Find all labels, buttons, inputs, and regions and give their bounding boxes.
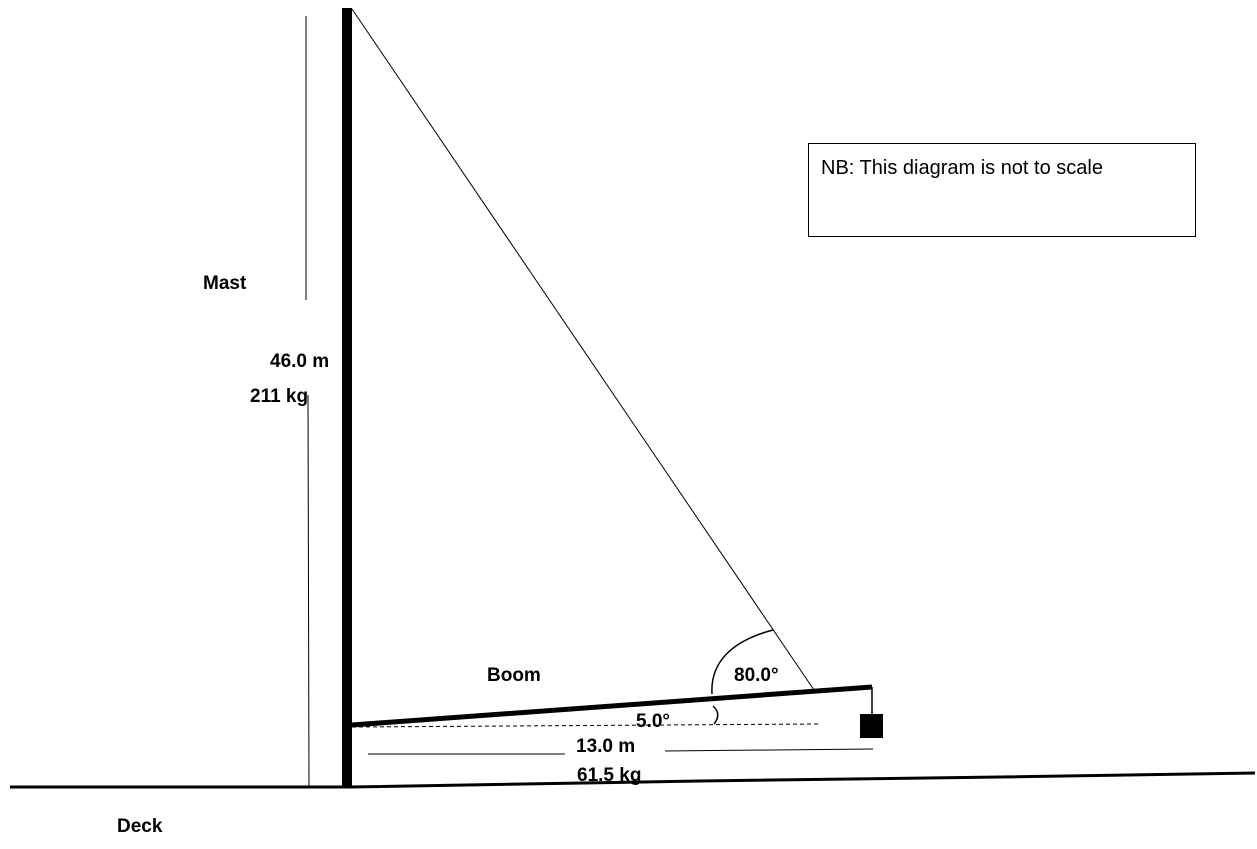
boom-length-label: 13.0 m — [576, 736, 635, 757]
horizontal-reference-line — [351, 723, 819, 728]
boom-mass-label: 61.5 kg — [577, 765, 641, 786]
mast — [342, 8, 352, 788]
deck-line — [10, 771, 1256, 789]
deck-label: Deck — [117, 816, 163, 837]
support-cable — [351, 8, 815, 691]
scale-note: NB: This diagram is not to scale — [808, 143, 1196, 237]
boom-angle-label: 5.0° — [636, 711, 670, 732]
mast-dimension-line-lower — [307, 394, 310, 788]
hanging-weight — [860, 714, 883, 738]
boom-dimension-line-right — [664, 748, 874, 752]
mast-label: Mast — [203, 273, 247, 294]
boom — [351, 684, 873, 728]
boom-angle-arc — [712, 705, 719, 725]
cable-angle-label: 80.0° — [734, 665, 779, 686]
mast-mass-label: 211 kg — [250, 386, 308, 407]
boom-label: Boom — [487, 665, 541, 686]
cable-angle-arc — [711, 629, 774, 695]
mast-length-label: 46.0 m — [270, 351, 329, 372]
